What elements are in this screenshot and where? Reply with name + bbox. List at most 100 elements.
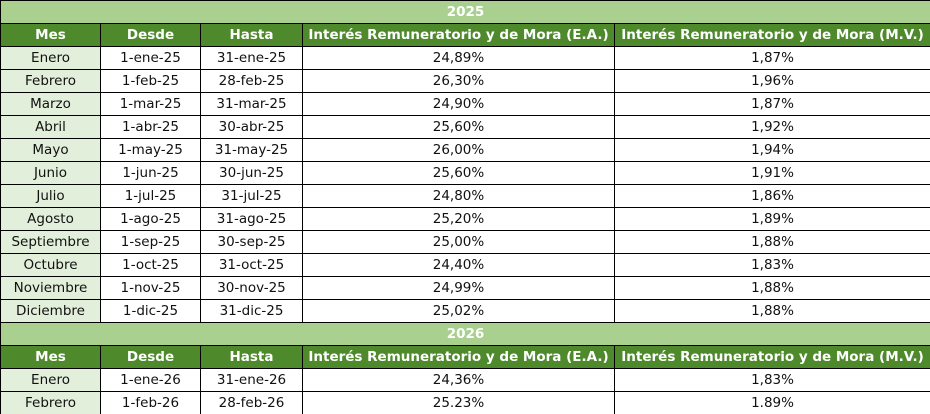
data-cell: 1-nov-25 (100, 276, 201, 300)
month-cell: Junio (0, 161, 101, 185)
data-cell: 31-jul-25 (200, 184, 303, 208)
column-header: Mes (0, 345, 101, 369)
data-cell: 24,36% (302, 368, 615, 392)
month-cell: Febrero (0, 391, 101, 414)
month-cell: Octubre (0, 253, 101, 277)
data-cell: 24,89% (302, 46, 615, 70)
data-cell: 1-ene-25 (100, 46, 201, 70)
header-row: Mes Desde Hasta Interés Remuneratorio y de … (0, 23, 930, 47)
data-cell: 24,80% (302, 184, 615, 208)
data-cell: 1,91% (613, 161, 930, 185)
data-cell: 1-ago-25 (100, 207, 201, 231)
data-cell: 25.23% (302, 391, 615, 414)
data-cell: 30-jun-25 (200, 161, 303, 185)
column-header: Mes (0, 23, 101, 47)
header-row: Mes Desde Hasta Interés Remuneratorio y de … (0, 345, 930, 369)
data-cell: 25,60% (302, 161, 615, 185)
data-cell: 1-jul-25 (100, 184, 201, 208)
month-cell: Enero (0, 46, 101, 70)
data-cell: 1,87% (613, 46, 930, 70)
month-cell: Julio (0, 184, 101, 208)
month-cell: Agosto (0, 207, 101, 231)
month-cell: Septiembre (0, 230, 101, 254)
data-cell: 1-feb-25 (100, 69, 201, 93)
month-cell: Noviembre (0, 276, 101, 300)
data-cell: 1,96% (613, 69, 930, 93)
data-cell: 31-ago-25 (200, 207, 303, 231)
data-cell: 1,83% (613, 253, 930, 277)
data-cell: 24,90% (302, 92, 615, 116)
data-cell: 1.89% (613, 391, 930, 414)
data-cell: 1-dic-25 (100, 299, 201, 323)
year-heading: 2025 (0, 0, 930, 24)
column-header: Desde (100, 23, 201, 47)
data-cell: 24,40% (302, 253, 615, 277)
data-cell: 1,86% (613, 184, 930, 208)
data-cell: 26,30% (302, 69, 615, 93)
data-cell: 1,92% (613, 115, 930, 139)
data-cell: 1-mar-25 (100, 92, 201, 116)
data-cell: 30-sep-25 (200, 230, 303, 254)
data-cell: 25,02% (302, 299, 615, 323)
data-cell: 1-oct-25 (100, 253, 201, 277)
data-cell: 1,94% (613, 138, 930, 162)
data-cell: 28-feb-25 (200, 69, 303, 93)
month-cell: Abril (0, 115, 101, 139)
year-heading: 2026 (0, 322, 930, 346)
data-row: Septiembre 1-sep-25 30-sep-25 25,00% 1,88% (0, 230, 930, 254)
data-row: Agosto 1-ago-25 31-ago-25 25,20% 1,89% (0, 207, 930, 231)
data-row: Octubre 1-oct-25 31-oct-25 24,40% 1,83% (0, 253, 930, 277)
data-cell: 31-ene-26 (200, 368, 303, 392)
data-cell: 30-nov-25 (200, 276, 303, 300)
data-cell: 25,20% (302, 207, 615, 231)
data-cell: 28-feb-26 (200, 391, 303, 414)
data-cell: 26,00% (302, 138, 615, 162)
data-cell: 1-jun-25 (100, 161, 201, 185)
column-header: Hasta (200, 345, 303, 369)
column-header: Interés Remuneratorio y de Mora (M.V.) (613, 23, 930, 47)
data-cell: 31-ene-25 (200, 46, 303, 70)
column-header: Hasta (200, 23, 303, 47)
data-cell: 1,83% (613, 368, 930, 392)
data-row: Febrero 1-feb-26 28-feb-26 25.23% 1.89% (0, 391, 930, 414)
data-cell: 24,99% (302, 276, 615, 300)
data-cell: 31-mar-25 (200, 92, 303, 116)
month-cell: Mayo (0, 138, 101, 162)
data-row: Diciembre 1-dic-25 31-dic-25 25,02% 1,88% (0, 299, 930, 323)
data-cell: 1,89% (613, 207, 930, 231)
data-row: Enero 1-ene-26 31-ene-26 24,36% 1,83% (0, 368, 930, 392)
data-row: Febrero 1-feb-25 28-feb-25 26,30% 1,96% (0, 69, 930, 93)
month-cell: Enero (0, 368, 101, 392)
data-cell: 31-oct-25 (200, 253, 303, 277)
data-cell: 1-ene-26 (100, 368, 201, 392)
month-cell: Diciembre (0, 299, 101, 323)
column-header: Interés Remuneratorio y de Mora (E.A.) (302, 23, 615, 47)
month-cell: Marzo (0, 92, 101, 116)
year-row: 2025 (0, 0, 930, 24)
year-row: 2026 (0, 322, 930, 346)
month-cell: Febrero (0, 69, 101, 93)
data-cell: 25,60% (302, 115, 615, 139)
data-cell: 1,88% (613, 276, 930, 300)
data-row: Noviembre 1-nov-25 30-nov-25 24,99% 1,88% (0, 276, 930, 300)
column-header: Interés Remuneratorio y de Mora (M.V.) (613, 345, 930, 369)
data-cell: 1-sep-25 (100, 230, 201, 254)
data-cell: 1-abr-25 (100, 115, 201, 139)
column-header: Interés Remuneratorio y de Mora (E.A.) (302, 345, 615, 369)
data-cell: 1-feb-26 (100, 391, 201, 414)
data-cell: 31-may-25 (200, 138, 303, 162)
data-cell: 25,00% (302, 230, 615, 254)
data-cell: 30-abr-25 (200, 115, 303, 139)
data-cell: 1,87% (613, 92, 930, 116)
data-row: Enero 1-ene-25 31-ene-25 24,89% 1,87% (0, 46, 930, 70)
data-cell: 1,88% (613, 299, 930, 323)
column-header: Desde (100, 345, 201, 369)
data-cell: 1-may-25 (100, 138, 201, 162)
data-row: Marzo 1-mar-25 31-mar-25 24,90% 1,87% (0, 92, 930, 116)
data-row: Abril 1-abr-25 30-abr-25 25,60% 1,92% (0, 115, 930, 139)
data-row: Junio 1-jun-25 30-jun-25 25,60% 1,91% (0, 161, 930, 185)
data-row: Julio 1-jul-25 31-jul-25 24,80% 1,86% (0, 184, 930, 208)
data-row: Mayo 1-may-25 31-may-25 26,00% 1,94% (0, 138, 930, 162)
